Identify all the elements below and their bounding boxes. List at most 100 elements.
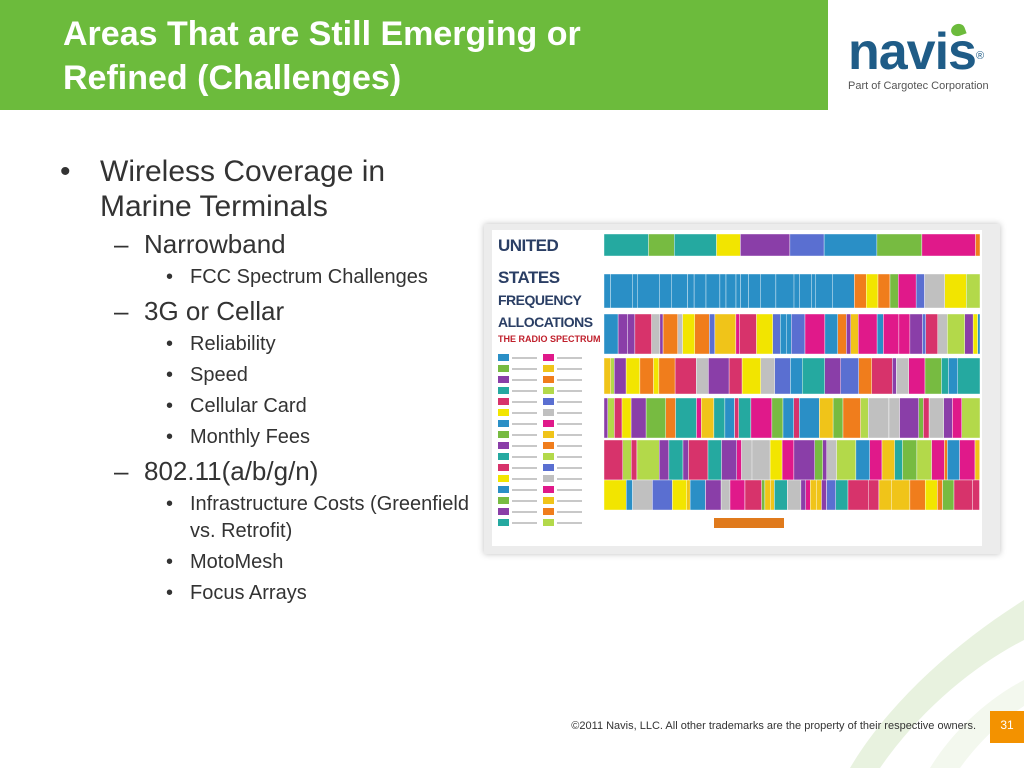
slide-title-line-1: Areas That are Still Emerging or [63,15,581,53]
spectrum-band [909,313,923,355]
spectrum-band [707,439,722,481]
spectrum-band [744,479,762,511]
spectrum-band [972,313,978,355]
spectrum-band [793,439,815,481]
spectrum-band [793,273,800,309]
spectrum-band [630,397,647,439]
spectrum-band [943,397,953,439]
spectrum-band [937,479,943,511]
spectrum-band [947,439,960,481]
legend-text-placeholder [557,433,582,436]
spectrum-band [604,234,649,257]
spectrum-band [740,234,791,257]
chart-heading-states: STATES [498,268,560,287]
spectrum-band [739,313,757,355]
legend-text-placeholder [512,378,537,381]
spectrum-band [771,397,784,439]
spectrum-band [824,313,838,355]
legend-row [498,420,588,427]
legend-swatch [543,387,555,394]
spectrum-band [607,397,615,439]
spectrum-band [716,234,741,257]
legend-swatch [543,409,555,416]
legend-text-placeholder [557,356,582,359]
bullet-wireless-coverage: Wireless Coverage in Marine Terminals [60,154,480,224]
spectrum-band [741,357,762,395]
spectrum-band [604,357,611,395]
legend-swatch [543,365,555,372]
legend-swatch [498,376,510,383]
spectrum-band [617,313,628,355]
legend-text-placeholder [557,488,582,491]
spectrum-band [725,273,737,309]
spectrum-band [869,439,883,481]
spectrum-band [793,397,800,439]
legend-text-placeholder [557,455,582,458]
spectrum-band [966,273,980,309]
spectrum-band [735,313,740,355]
legend-text-placeholder [512,466,537,469]
legend-text-placeholder [557,444,582,447]
spectrum-band [632,273,638,309]
spectrum-band [804,313,826,355]
spectrum-band [694,313,710,355]
spectrum-band [846,313,851,355]
bullet-cellular-card: Cellular Card [60,393,480,420]
bullet-infrastructure-costs: Infrastructure Costs (Greenfield vs. Ret… [60,491,480,545]
spectrum-band [610,273,633,309]
spectrum-band [944,439,948,481]
spectrum-band [626,479,633,511]
spectrum-band [631,439,638,481]
legend-row [498,497,588,504]
legend-row [498,453,588,460]
spectrum-band [924,357,942,395]
spectrum-band [868,479,880,511]
spectrum-band [614,397,623,439]
spectrum-bands [604,234,980,528]
legend-swatch [498,387,510,394]
spectrum-band [790,357,803,395]
spectrum-band [876,234,922,257]
spectrum-band [634,313,652,355]
legend-swatch [498,409,510,416]
legend-text-placeholder [512,422,537,425]
spectrum-band [604,439,623,481]
spectrum-band [750,397,773,439]
legend-text-placeholder [557,367,582,370]
spectrum-band [604,479,627,511]
chart-heading-frequency: FREQUENCY [498,292,582,308]
spectrum-band [925,313,938,355]
spectrum-band [816,479,822,511]
spectrum-band [799,397,820,439]
legend-swatch [543,464,555,471]
spectrum-band [871,357,893,395]
chart-poster: UNITED STATES FREQUENCY ALLOCATIONS THE … [492,230,982,546]
legend-row [498,431,588,438]
legend-row [498,475,588,482]
bullet-monthly-fees: Monthly Fees [60,424,480,451]
spectrum-band [632,479,653,511]
spectrum-band [786,313,792,355]
spectrum-band [975,234,980,257]
legend-row [498,376,588,383]
spectrum-band [931,439,945,481]
spectrum-band [953,479,973,511]
spectrum-band [826,439,837,481]
spectrum-band [800,479,806,511]
spectrum-band [832,397,844,439]
legend-swatch [543,420,555,427]
spectrum-band [705,479,722,511]
spectrum-band [770,479,775,511]
spectrum-band [847,479,869,511]
legend-swatch [498,453,510,460]
spectrum-band [916,439,932,481]
legend-text-placeholder [512,400,537,403]
spectrum-band [815,273,833,309]
legend-text-placeholder [512,521,537,524]
legend-text-placeholder [557,521,582,524]
spectrum-band [695,357,709,395]
bullet-3g-cellar: 3G or Cellar [60,295,480,327]
spectrum-band [668,439,684,481]
legend-swatch [498,442,510,449]
legend-text-placeholder [512,367,537,370]
